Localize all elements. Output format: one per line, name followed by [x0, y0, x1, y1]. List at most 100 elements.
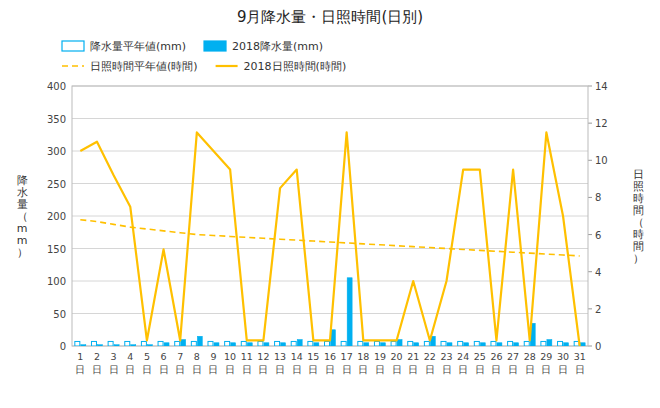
bar [541, 341, 546, 346]
x-tick-label: 14日 [291, 351, 303, 375]
bar [225, 341, 230, 346]
bar [464, 343, 469, 346]
bar [231, 343, 236, 346]
x-tick-label: 3日 [109, 351, 119, 375]
x-tick-label: 21日 [407, 351, 419, 375]
x-tick-label: 2日 [92, 351, 102, 375]
bar [341, 341, 346, 346]
bar [497, 343, 502, 346]
y-tick-label: 350 [47, 114, 66, 125]
legend-label: 日照時間平年値(時間) [90, 60, 198, 73]
bar [275, 341, 280, 346]
marks [75, 132, 585, 346]
y-tick-label: 250 [47, 179, 66, 190]
y2-tick [588, 160, 592, 161]
grid-line [72, 248, 588, 249]
y2-tick [588, 271, 592, 272]
bar [147, 345, 152, 346]
y-tick-label: 100 [47, 276, 66, 287]
bar [131, 345, 136, 346]
line [80, 132, 579, 346]
bar [291, 341, 296, 346]
bar [125, 341, 130, 346]
title: 9月降水量・日照時間(日別) [237, 8, 423, 26]
x-tick-label: 15日 [307, 351, 319, 375]
plot-frame [72, 86, 588, 346]
bar [175, 341, 180, 346]
legend-label: 2018降水量(mm) [232, 40, 323, 53]
bar [297, 340, 302, 347]
bar [564, 343, 569, 346]
y2-tick-label: 2 [595, 304, 601, 315]
bar [208, 341, 213, 346]
x-tick-label: 10日 [224, 351, 236, 375]
bar [580, 343, 585, 346]
legend-swatch [62, 65, 84, 67]
y2-axis-label: 日照時間（時間） [633, 168, 644, 265]
bar [558, 341, 563, 346]
x-tick-label: 22日 [424, 351, 436, 375]
legend-swatch [204, 41, 226, 51]
grid-line [72, 151, 588, 152]
bar [91, 341, 96, 346]
y2-tick-label: 14 [595, 81, 608, 92]
chart: 9月降水量・日照時間(日別)05010015020025030035040002… [0, 0, 660, 408]
x-tick-label: 26日 [490, 351, 502, 375]
bar [258, 341, 263, 346]
x-tick-label: 16日 [324, 351, 336, 375]
grid-line [72, 118, 588, 119]
bar [247, 343, 252, 346]
bar [197, 336, 202, 346]
y2-tick-label: 12 [595, 118, 608, 129]
bar [281, 343, 286, 346]
x-tick-label: 20日 [391, 351, 403, 375]
bar [524, 341, 529, 346]
x-tick-label: 5日 [142, 351, 152, 375]
grid-line [72, 313, 588, 314]
axes: 050100150200250300350400024681012141日2日3… [47, 81, 608, 375]
y2-tick [588, 197, 592, 198]
bar [97, 345, 102, 346]
bar [241, 341, 246, 346]
bar [514, 343, 519, 346]
grid-line [72, 216, 588, 217]
grid-line [72, 281, 588, 282]
y2-tick [588, 234, 592, 235]
grid-line [72, 183, 588, 184]
y-tick-label: 400 [47, 81, 66, 92]
bar [358, 341, 363, 346]
y-axis-label: 降水量（mm） [17, 174, 28, 259]
bar [380, 343, 385, 346]
bar [441, 341, 446, 346]
y2-tick [588, 123, 592, 124]
bar [414, 343, 419, 346]
bar [264, 343, 269, 346]
legend-label: 2018日照時間(時間) [244, 60, 347, 73]
bar [397, 340, 402, 347]
x-tick-label: 27日 [507, 351, 519, 375]
x-tick-label: 1日 [75, 351, 85, 375]
bar [424, 341, 429, 346]
y-tick-label: 150 [47, 244, 66, 255]
bar [141, 341, 146, 346]
y2-tick-label: 10 [595, 155, 608, 166]
x-tick-label: 9日 [208, 351, 218, 375]
bar [491, 341, 496, 346]
bar [214, 343, 219, 346]
y2-tick-label: 6 [595, 230, 601, 241]
bar [325, 341, 330, 346]
bar [191, 341, 196, 346]
bar [314, 343, 319, 346]
bar [114, 345, 119, 346]
y-tick-label: 50 [53, 309, 66, 320]
x-tick-label: 31日 [574, 351, 586, 375]
x-tick-label: 12日 [257, 351, 269, 375]
x-tick-label: 7日 [175, 351, 185, 375]
y2-tick-label: 4 [595, 267, 601, 278]
x-tick-label: 30日 [557, 351, 569, 375]
x-tick-label: 8日 [192, 351, 202, 375]
y2-tick [588, 86, 592, 87]
bar [347, 278, 352, 346]
bar [474, 341, 479, 346]
bar [508, 341, 513, 346]
